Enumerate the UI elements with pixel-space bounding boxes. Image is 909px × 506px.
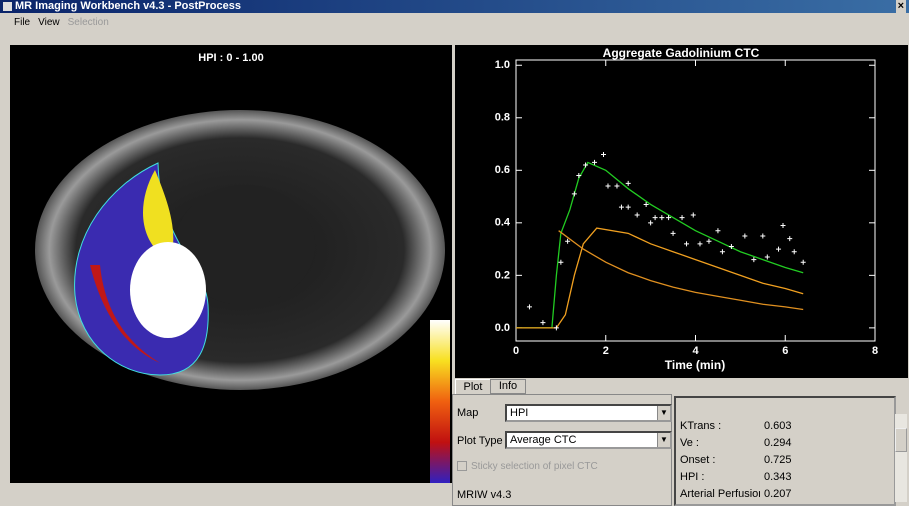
param-value: 0.725 — [764, 454, 792, 466]
data-point — [626, 181, 631, 186]
data-point — [720, 249, 725, 254]
x-axis-label: Time (min) — [665, 358, 725, 372]
param-name: HPI : — [680, 471, 704, 483]
image-label: HPI : 0 - 1.00 — [198, 52, 263, 64]
y-tick-label: 0.0 — [495, 322, 510, 334]
data-point — [659, 215, 664, 220]
y-tick-label: 0.2 — [495, 269, 510, 281]
tab[interactable]: Info — [490, 379, 526, 394]
data-point — [715, 228, 720, 233]
data-point — [671, 231, 676, 236]
menu-item[interactable]: File — [14, 17, 30, 28]
data-point — [684, 241, 689, 246]
param-value: 0.343 — [764, 471, 792, 483]
image-view: HPI : 0 - 1.00 — [10, 45, 452, 483]
data-point — [619, 205, 624, 210]
menu-item[interactable]: View — [38, 17, 60, 28]
control-panel: Map HPI▼ Plot Type Average CTC▼ Sticky s… — [452, 394, 672, 506]
app-icon — [3, 2, 12, 11]
data-point — [680, 215, 685, 220]
data-point — [614, 184, 619, 189]
data-point — [792, 249, 797, 254]
window-title: MR Imaging Workbench v4.3 - PostProcess — [15, 0, 241, 12]
y-tick-label: 1.0 — [495, 59, 510, 71]
plot-type-select[interactable]: Average CTC▼ — [505, 431, 672, 449]
data-line — [559, 231, 804, 310]
scroll-thumb[interactable] — [895, 428, 907, 452]
chart: Aggregate Gadolinium CTC Time (min) 0.00… — [455, 45, 908, 378]
color-bar — [430, 320, 450, 483]
data-point — [760, 233, 765, 238]
menu-bar: File View Selection — [14, 17, 117, 28]
plot-type-label: Plot Type — [457, 435, 503, 447]
hpi-overlay — [130, 242, 206, 338]
data-point — [706, 239, 711, 244]
version-label: MRIW v4.3 — [457, 489, 511, 501]
chart-title: Aggregate Gadolinium CTC — [603, 46, 760, 60]
data-point — [697, 241, 702, 246]
param-value: 0.294 — [764, 437, 792, 449]
scrollbar[interactable] — [894, 414, 907, 502]
data-point — [605, 184, 610, 189]
data-point — [691, 212, 696, 217]
y-tick-label: 0.8 — [495, 112, 510, 124]
sticky-checkbox: Sticky selection of pixel CTC — [457, 461, 598, 472]
param-name: Onset : — [680, 454, 715, 466]
x-tick-label: 0 — [513, 345, 519, 357]
data-point — [787, 236, 792, 241]
data-point — [653, 215, 658, 220]
data-point — [765, 254, 770, 259]
y-tick-label: 0.4 — [495, 217, 511, 229]
data-point — [742, 233, 747, 238]
data-point — [601, 152, 606, 157]
map-value: HPI — [510, 407, 528, 419]
data-line — [516, 162, 803, 327]
x-tick-label: 4 — [692, 345, 699, 357]
menu-item: Selection — [68, 17, 109, 28]
data-point — [751, 257, 756, 262]
title-bar: MR Imaging Workbench v4.3 - PostProcess … — [0, 0, 909, 13]
data-point — [635, 212, 640, 217]
map-select[interactable]: HPI▼ — [505, 404, 672, 422]
sticky-label: Sticky selection of pixel CTC — [471, 461, 598, 472]
data-point — [626, 205, 631, 210]
x-tick-label: 2 — [603, 345, 609, 357]
close-button[interactable]: × — [896, 0, 906, 13]
data-point — [781, 223, 786, 228]
data-point — [648, 220, 653, 225]
param-name: Ve : — [680, 437, 699, 449]
params-panel: KTrans : 0.603 Ve : 0.294 Onset : 0.725 HPI… — [674, 396, 896, 506]
data-line — [516, 228, 803, 328]
param-name: KTrans : — [680, 420, 721, 432]
plot-type-value: Average CTC — [510, 434, 576, 446]
map-label: Map — [457, 407, 478, 419]
plot-frame — [516, 60, 875, 341]
x-tick-label: 6 — [782, 345, 788, 357]
param-value: 0.603 — [764, 420, 792, 432]
data-point — [801, 260, 806, 265]
param-value: 0.207 — [764, 488, 792, 500]
data-point — [558, 260, 563, 265]
x-tick-label: 8 — [872, 345, 878, 357]
data-point — [540, 320, 545, 325]
data-point — [776, 247, 781, 252]
param-name: Arterial Perfusior — [680, 488, 760, 500]
app-window: MR Imaging Workbench v4.3 - PostProcess … — [0, 0, 909, 504]
tab[interactable]: Plot — [455, 379, 491, 395]
data-point — [527, 304, 532, 309]
y-tick-label: 0.6 — [495, 164, 510, 176]
data-point — [572, 191, 577, 196]
